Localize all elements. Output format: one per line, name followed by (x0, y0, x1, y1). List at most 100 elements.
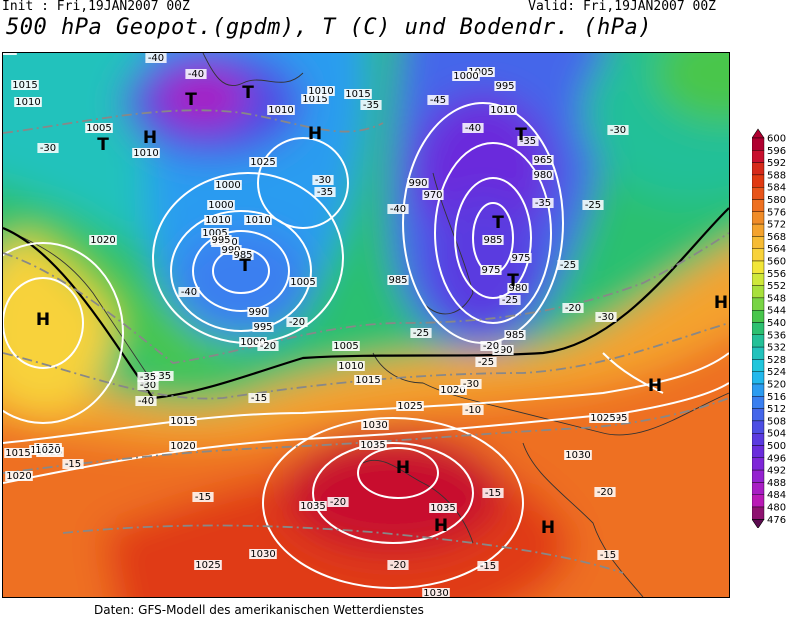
isobar-label-bg (607, 413, 629, 423)
isobar-label: 1000 (452, 71, 480, 82)
temperature-labels: -40-40-35-30-30-35-40-45-40-35-40-35-30-… (37, 53, 629, 572)
isobar-label-text: 1000 (208, 200, 233, 211)
high-pressure-symbol: H (648, 376, 662, 396)
isobar-label: 1020 (5, 471, 33, 482)
isotherm-label: -30 (37, 143, 59, 154)
isobar-label-text: 980 (533, 170, 552, 181)
isotherm-label-text: -40 (148, 53, 164, 64)
legend-swatch (752, 396, 765, 409)
isotherm-label-bg (257, 341, 279, 351)
legend-swatch (752, 150, 765, 163)
isobar-label-text: 1025 (250, 157, 275, 168)
isobar-label-text: 1000 (215, 180, 240, 191)
legend-label: 496 (767, 453, 786, 464)
weather-map-canvas: 1020101510101005100010001005101010151010… (3, 53, 729, 597)
isotherm-label-bg (475, 357, 497, 367)
legend-swatch (752, 359, 765, 372)
isobar-label-text: 1015 (170, 416, 195, 427)
isobar-label: 1000 (239, 337, 267, 348)
isotherm-label-text: -35 (155, 371, 171, 382)
isotherm-label-bg (135, 396, 157, 406)
isotherm-label-text: -35 (363, 100, 379, 111)
isotherm-label: -20 (480, 341, 502, 352)
isotherm-label-bg (410, 328, 432, 338)
legend-label: 588 (767, 170, 786, 181)
legend-label: 508 (767, 416, 786, 427)
isobar-label: 985 (482, 235, 504, 246)
isotherm-label-text: -20 (483, 341, 499, 352)
isobar-label-text: 990 (221, 245, 240, 256)
isobar-label-bg (504, 330, 526, 340)
legend-swatch (752, 433, 765, 446)
isotherm-label-text: -35 (317, 187, 333, 198)
legend-swatch (752, 211, 765, 225)
isotherm-label-text: -40 (390, 204, 406, 215)
low-pressure-symbol: T (97, 135, 109, 155)
isobar-label: 1005 (85, 123, 113, 134)
legend-swatch (752, 408, 765, 422)
isotherm-label-bg (137, 372, 159, 382)
weather-map: 1020 1015 1010 1005 1000 1000 1005 1010 1015 1010… (2, 52, 730, 598)
isobar-label: 1010 (307, 86, 335, 97)
isobar-label: 1025 (249, 157, 277, 168)
isotherm-label-text: -30 (140, 380, 156, 391)
isobar-label-text: 1020 (35, 445, 60, 456)
legend-swatch (752, 260, 765, 274)
isobar-label-bg (239, 337, 267, 347)
isobar-label: 1020 (169, 441, 197, 452)
pressure-labels: 1020101510101005100010001005101010151010… (3, 53, 629, 597)
isotherm-label-bg (248, 393, 270, 403)
isotherm-label-bg (152, 371, 174, 381)
isobar-label-bg (452, 71, 480, 81)
isotherm-label: -40 (462, 123, 484, 134)
isotherm-label-text: -30 (598, 312, 614, 323)
low-pressure-symbol: T (507, 271, 519, 291)
isobar-label-text: 1015 (355, 375, 380, 386)
legend-label: 592 (767, 158, 786, 169)
isobar-label-bg (210, 235, 232, 245)
isobar-label-text: 985 (233, 250, 252, 261)
isobar-label-text: 1015 (5, 448, 30, 459)
legend-label: 512 (767, 404, 786, 415)
isotherm-label-text: -10 (465, 405, 481, 416)
isotherm-label: -20 (387, 560, 409, 571)
isobar-label-text: 1005 (468, 67, 493, 78)
isobar-label-text: 1015 (345, 89, 370, 100)
isotherm-label: -10 (462, 405, 484, 416)
legend-label: 500 (767, 441, 786, 452)
isobar-label-bg (244, 215, 272, 225)
isobar-label: 1005 (289, 277, 317, 288)
isotherm-label-bg (185, 69, 207, 79)
isotherm-label-text: -25 (502, 295, 518, 306)
high-pressure-symbol: H (308, 124, 322, 144)
isotherm-label-text: -15 (485, 488, 501, 499)
isobar-label-text: 1010 (268, 105, 293, 116)
legend-label: 584 (767, 183, 786, 194)
legend-swatch (752, 236, 765, 249)
isobar-label-bg (232, 250, 254, 260)
isobar-label: 995 (607, 413, 629, 424)
isobar-label-bg (207, 200, 235, 210)
isotherm-label-bg (286, 317, 308, 327)
isobar-label: 1035 (359, 440, 387, 451)
isotherm-label: -20 (594, 487, 616, 498)
isotherm-label-bg (145, 53, 167, 63)
isotherm-label-bg (594, 487, 616, 497)
legend-label: 544 (767, 306, 786, 317)
isobar-label: 1020 (34, 445, 62, 456)
isobar-label-text: 985 (505, 330, 524, 341)
isobar-label-text: 1010 (205, 215, 230, 226)
isotherm-label: -45 (427, 95, 449, 106)
low-pressure-symbol: T (242, 83, 254, 103)
isobar-label: 995 (252, 322, 274, 333)
legend-label: 560 (767, 257, 786, 268)
isobar-label-bg (194, 560, 222, 570)
isotherm-label-text: -15 (195, 492, 211, 503)
isobar-label-text: 995 (608, 413, 627, 424)
isobar-label-bg (3, 53, 17, 55)
isobar-label: 1030 (249, 549, 277, 560)
isobar-label-text: 1010 (133, 148, 158, 159)
isobar-label-bg (507, 283, 529, 293)
isotherm-label: -25 (499, 295, 521, 306)
isobar-label-bg (267, 105, 295, 115)
